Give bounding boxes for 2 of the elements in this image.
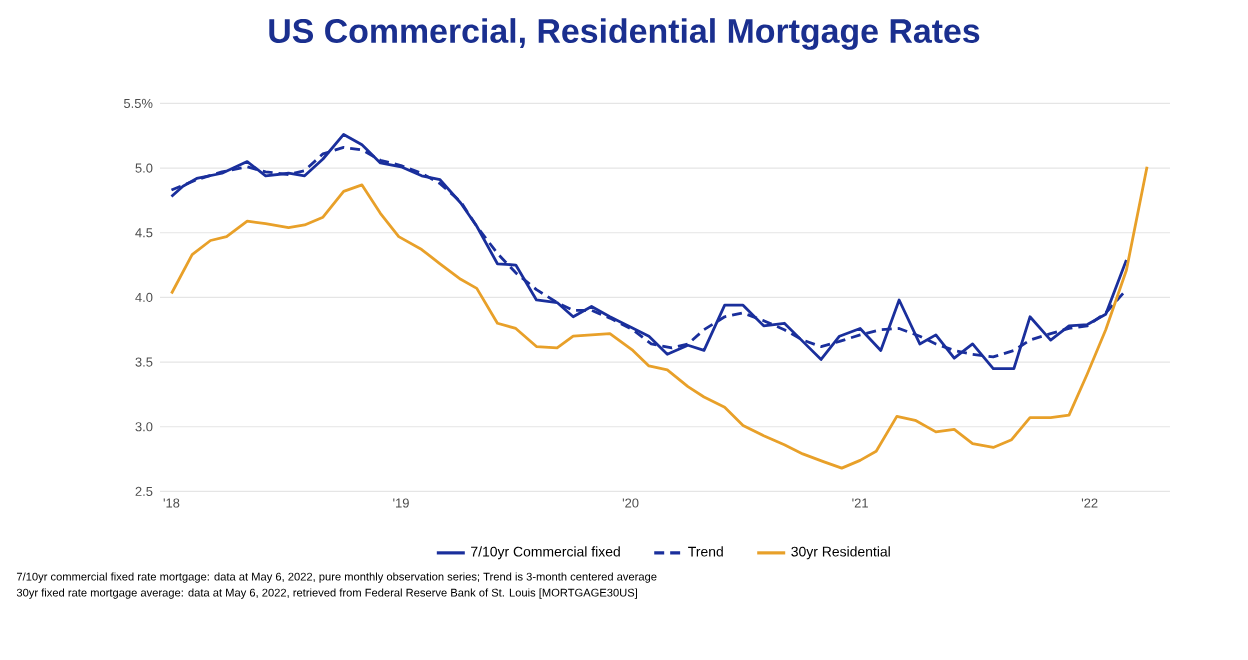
line-series [170, 165, 1149, 470]
chart-title: US Commercial, Residential Mortgage Rates [269, 18, 980, 50]
